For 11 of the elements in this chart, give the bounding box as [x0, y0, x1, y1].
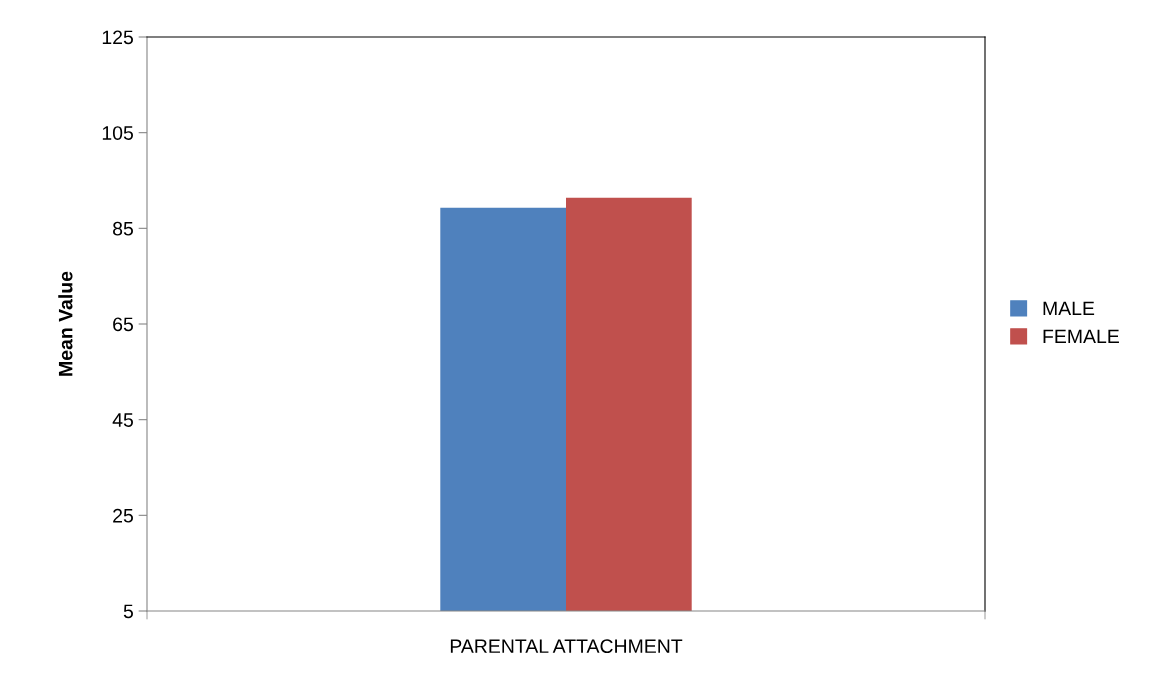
y-tick-label: 65 [113, 317, 133, 332]
legend-label: FEMALE [1043, 329, 1119, 344]
y-axis-title: Mean Value [58, 271, 73, 376]
y-tick-label: 105 [102, 126, 133, 140]
y-tick-label: 45 [112, 413, 133, 427]
y-tick-label: 85 [113, 221, 133, 236]
y-tick-label: 125 [102, 30, 133, 45]
y-tick-label: 25 [113, 508, 133, 523]
legend-label: MALE [1043, 301, 1095, 316]
y-tick-label: 5 [123, 604, 133, 619]
x-tick-label: PARENTAL ATTACHMENT [450, 639, 683, 654]
